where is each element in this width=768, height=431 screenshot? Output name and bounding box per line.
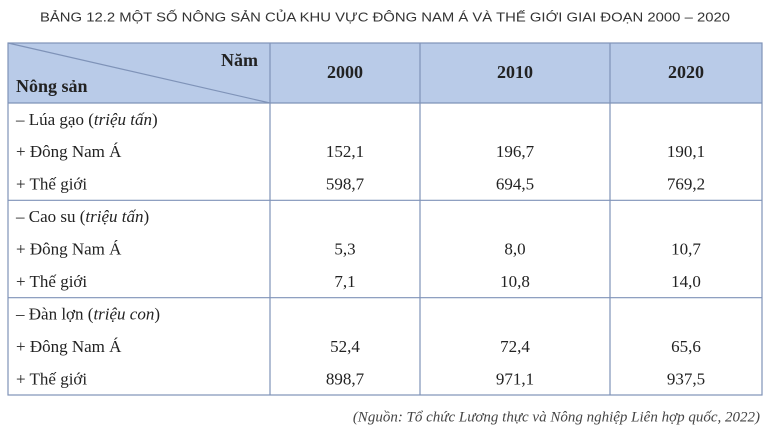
- cell-value: 8,0: [504, 240, 525, 259]
- label-part: ): [152, 110, 158, 129]
- label-part: ): [154, 304, 160, 323]
- cell-value: 10,8: [500, 272, 530, 291]
- cell-value: 5,3: [334, 240, 355, 259]
- group-label: – Lúa gạo (triệu tấn): [15, 110, 158, 129]
- group-label: – Đàn lợn (triệu con): [15, 304, 160, 323]
- cell-value: 72,4: [500, 337, 530, 356]
- row-label: + Thế giới: [16, 175, 87, 194]
- row-label: + Thế giới: [16, 369, 87, 388]
- cell-value: 65,6: [671, 337, 701, 356]
- label-part: – Đàn lợn (: [15, 304, 94, 323]
- cell-value: 898,7: [326, 369, 365, 388]
- cell-value: 769,2: [667, 175, 705, 194]
- row-label: + Đông Nam Á: [16, 240, 122, 259]
- row-label: + Đông Nam Á: [16, 337, 122, 356]
- label-part: triệu con: [93, 304, 154, 323]
- label-part: triệu tấn: [94, 110, 152, 129]
- corner-bottom: Nông sản: [16, 76, 88, 96]
- cell-value: 14,0: [671, 272, 701, 291]
- label-part: – Cao su (: [15, 207, 86, 226]
- header-bg: [8, 43, 762, 103]
- cell-value: 152,1: [326, 142, 364, 161]
- cell-value: 196,7: [496, 142, 535, 161]
- cell-value: 971,1: [496, 369, 534, 388]
- corner-diagonal: [7, 42, 271, 104]
- table-title: BẢNG 12.2 MỘT SỐ NÔNG SẢN CỦA KHU VỰC ĐÔ…: [40, 9, 730, 24]
- row-label: + Đông Nam Á: [16, 142, 122, 161]
- cell-value: 52,4: [330, 337, 360, 356]
- column-header: 2000: [327, 62, 363, 82]
- cell-value: 190,1: [667, 142, 705, 161]
- group-label: – Cao su (triệu tấn): [15, 207, 149, 226]
- cell-value: 7,1: [334, 272, 355, 291]
- column-header: 2020: [668, 62, 704, 82]
- label-part: – Lúa gạo (: [15, 110, 94, 129]
- label-part: ): [144, 207, 150, 226]
- corner-top: Năm: [221, 50, 258, 70]
- cell-value: 937,5: [667, 369, 705, 388]
- column-header: 2010: [497, 62, 533, 82]
- cell-value: 694,5: [496, 175, 534, 194]
- table-border: [7, 42, 763, 396]
- row-label: + Thế giới: [16, 272, 87, 291]
- cell-value: 598,7: [326, 175, 365, 194]
- label-part: triệu tấn: [85, 207, 143, 226]
- source-note: (Nguồn: Tổ chức Lương thực và Nông nghiệ…: [353, 409, 760, 425]
- cell-value: 10,7: [671, 240, 701, 259]
